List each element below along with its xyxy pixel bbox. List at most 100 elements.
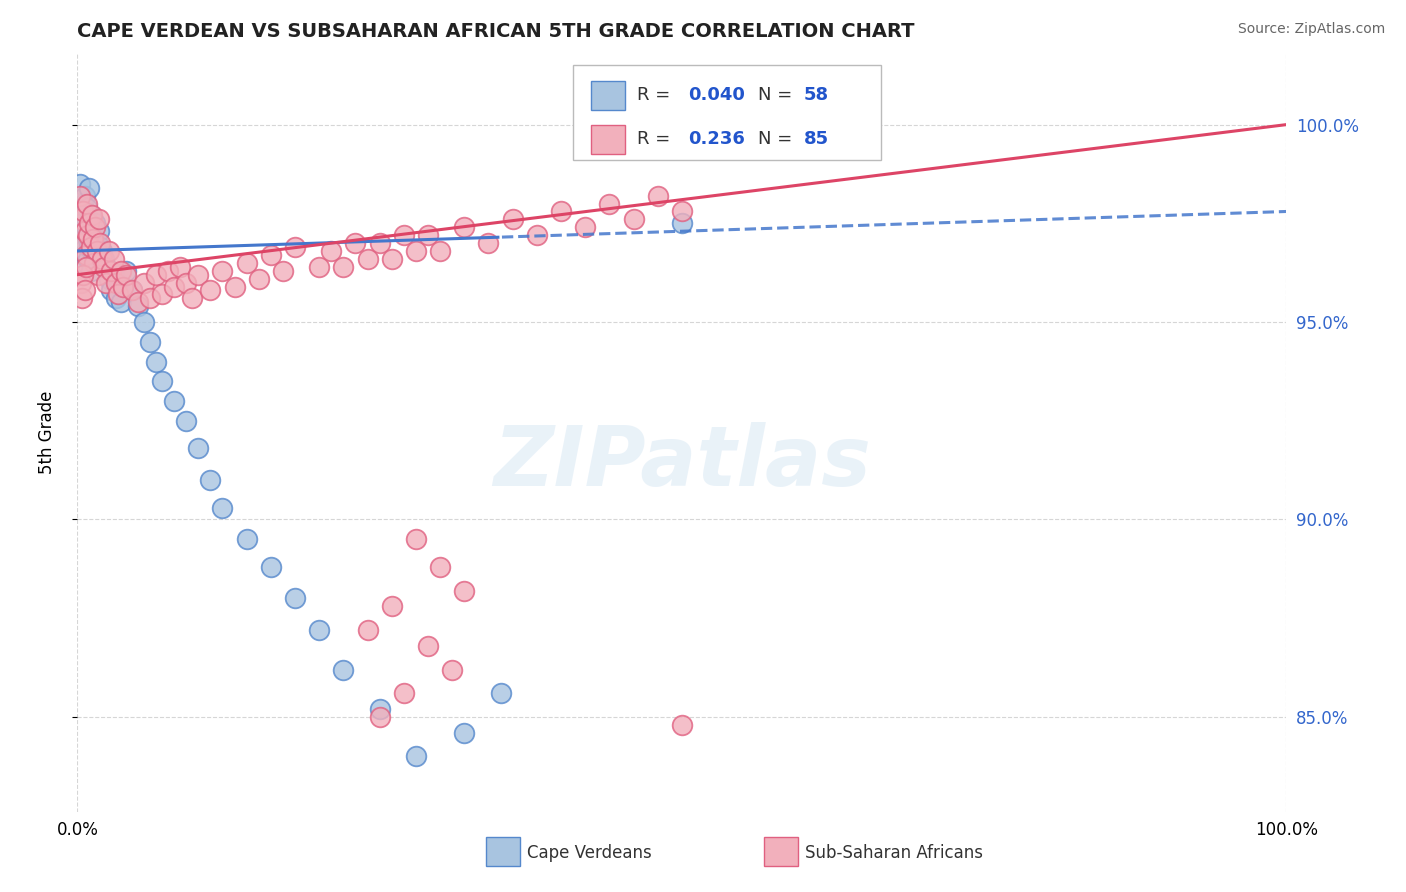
Point [72,216,94,230]
Point [235,533,257,547]
Point [90,252,112,266]
Point [368,235,391,250]
Point [157,263,180,277]
Point [321,244,343,258]
Point [89,240,111,254]
Point [392,228,415,243]
Point [79,240,101,254]
Point [647,188,669,202]
Point [93,252,115,266]
Point [70,291,93,305]
Point [163,279,186,293]
Point [87,224,110,238]
Point [453,583,475,598]
Point [187,442,209,456]
Point [623,212,645,227]
Point [453,725,475,739]
Point [332,663,354,677]
Point [79,209,101,223]
Point [79,181,101,195]
Point [200,473,222,487]
Point [73,284,96,298]
Point [132,276,155,290]
Point [114,268,136,282]
Point [97,271,120,285]
Point [671,718,693,732]
Point [87,256,110,270]
Point [110,263,132,277]
Point [260,248,283,262]
Point [103,252,125,266]
Point [82,228,104,243]
Point [308,260,330,274]
Point [70,235,93,250]
Point [247,271,270,285]
Point [75,256,97,270]
Point [127,295,149,310]
Point [83,248,105,262]
Point [75,212,97,227]
Point [284,240,307,254]
Point [84,216,107,230]
Point [75,260,97,274]
Point [121,284,143,298]
Point [308,623,330,637]
Text: 58: 58 [804,86,830,104]
Point [96,260,118,274]
Point [72,268,94,282]
Point [429,560,451,574]
Point [79,216,101,230]
Point [79,240,101,254]
Point [574,220,596,235]
Point [70,276,93,290]
Point [83,256,105,270]
Point [103,268,125,282]
Point [87,268,110,282]
Point [73,224,96,238]
Point [105,291,128,305]
Point [489,686,512,700]
Point [405,533,427,547]
Point [84,220,107,235]
Point [107,276,129,290]
Point [150,287,173,301]
Point [72,204,94,219]
Y-axis label: 5th Grade: 5th Grade [38,391,56,475]
Point [145,268,167,282]
Point [453,220,475,235]
Point [139,334,162,349]
Point [75,248,97,262]
Point [93,260,115,274]
Point [211,500,233,515]
Point [224,279,246,293]
Point [260,560,283,574]
Point [70,204,93,219]
FancyBboxPatch shape [486,838,520,866]
Point [550,204,572,219]
Point [405,749,427,764]
Point [429,244,451,258]
Point [80,244,103,258]
Point [73,235,96,250]
Point [477,235,499,250]
Text: 0.040: 0.040 [688,86,745,104]
Point [416,639,439,653]
Point [112,279,135,293]
Point [284,591,307,606]
Point [76,201,98,215]
Point [89,235,111,250]
Point [72,196,94,211]
Text: CAPE VERDEAN VS SUBSAHARAN AFRICAN 5TH GRADE CORRELATION CHART: CAPE VERDEAN VS SUBSAHARAN AFRICAN 5TH G… [77,21,915,41]
Point [127,299,149,313]
Point [502,212,524,227]
Point [145,354,167,368]
Point [356,252,378,266]
Text: R =: R = [637,129,676,148]
Point [80,209,103,223]
Point [69,177,91,191]
Point [356,623,378,637]
Point [100,263,122,277]
Point [86,244,108,258]
Point [97,244,120,258]
Point [150,374,173,388]
